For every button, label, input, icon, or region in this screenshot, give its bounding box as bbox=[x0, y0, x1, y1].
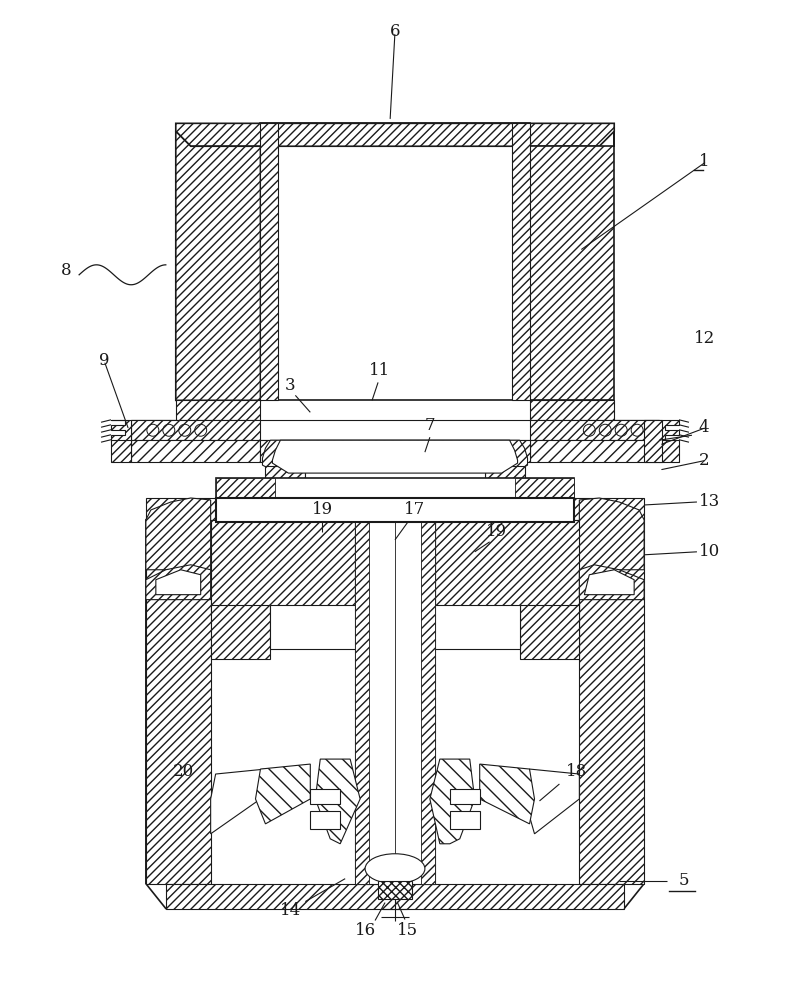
Polygon shape bbox=[131, 420, 659, 440]
Polygon shape bbox=[529, 131, 615, 400]
Polygon shape bbox=[211, 520, 356, 610]
Polygon shape bbox=[450, 811, 480, 829]
Polygon shape bbox=[146, 498, 211, 570]
Polygon shape bbox=[529, 400, 659, 425]
Polygon shape bbox=[111, 420, 131, 442]
Text: 18: 18 bbox=[566, 763, 587, 780]
Polygon shape bbox=[435, 605, 520, 649]
Polygon shape bbox=[310, 811, 340, 829]
Polygon shape bbox=[216, 478, 276, 500]
Polygon shape bbox=[356, 520, 369, 884]
Text: 3: 3 bbox=[285, 377, 295, 394]
Polygon shape bbox=[435, 520, 579, 610]
Text: 7: 7 bbox=[424, 417, 435, 434]
Polygon shape bbox=[146, 505, 644, 909]
Text: 12: 12 bbox=[694, 330, 715, 347]
Text: 9: 9 bbox=[99, 352, 109, 369]
Polygon shape bbox=[146, 520, 211, 884]
Text: 13: 13 bbox=[699, 493, 720, 510]
Polygon shape bbox=[211, 769, 265, 834]
Polygon shape bbox=[211, 605, 270, 659]
Text: 15: 15 bbox=[397, 922, 419, 939]
Polygon shape bbox=[265, 466, 305, 480]
Polygon shape bbox=[529, 420, 659, 440]
Polygon shape bbox=[261, 440, 529, 462]
Polygon shape bbox=[216, 498, 574, 522]
Text: 19: 19 bbox=[312, 501, 333, 518]
Text: 1: 1 bbox=[699, 153, 709, 170]
Text: 2: 2 bbox=[699, 452, 709, 469]
Polygon shape bbox=[378, 881, 412, 899]
Text: 19: 19 bbox=[486, 523, 507, 540]
Polygon shape bbox=[216, 478, 574, 500]
Polygon shape bbox=[261, 123, 278, 400]
Text: 5: 5 bbox=[679, 872, 690, 889]
Polygon shape bbox=[514, 478, 574, 500]
Polygon shape bbox=[579, 520, 644, 884]
Polygon shape bbox=[579, 565, 644, 600]
Text: 16: 16 bbox=[355, 922, 376, 939]
Polygon shape bbox=[460, 498, 644, 520]
Polygon shape bbox=[450, 789, 480, 804]
Text: 6: 6 bbox=[389, 23, 401, 40]
Polygon shape bbox=[421, 520, 435, 884]
Polygon shape bbox=[659, 440, 679, 462]
Polygon shape bbox=[175, 131, 261, 400]
Polygon shape bbox=[270, 605, 356, 649]
Text: 10: 10 bbox=[699, 543, 720, 560]
Polygon shape bbox=[131, 420, 261, 440]
Polygon shape bbox=[255, 764, 310, 824]
Text: 11: 11 bbox=[370, 362, 391, 379]
Polygon shape bbox=[131, 440, 261, 462]
Polygon shape bbox=[512, 123, 529, 400]
Polygon shape bbox=[156, 570, 201, 595]
Polygon shape bbox=[261, 123, 529, 400]
Text: 20: 20 bbox=[173, 763, 194, 780]
Polygon shape bbox=[146, 498, 330, 520]
Text: 17: 17 bbox=[404, 501, 426, 518]
Polygon shape bbox=[310, 789, 340, 804]
Polygon shape bbox=[659, 420, 679, 442]
Polygon shape bbox=[131, 400, 261, 425]
Polygon shape bbox=[529, 440, 659, 462]
Polygon shape bbox=[520, 605, 579, 659]
Polygon shape bbox=[430, 759, 475, 844]
Polygon shape bbox=[579, 498, 644, 570]
Polygon shape bbox=[315, 759, 360, 844]
Polygon shape bbox=[262, 440, 528, 477]
Text: 4: 4 bbox=[699, 419, 709, 436]
Polygon shape bbox=[525, 769, 579, 834]
Polygon shape bbox=[485, 466, 525, 480]
Text: 14: 14 bbox=[280, 902, 301, 919]
Polygon shape bbox=[175, 123, 615, 146]
Polygon shape bbox=[330, 498, 460, 520]
Polygon shape bbox=[480, 764, 535, 824]
Polygon shape bbox=[356, 520, 434, 884]
Polygon shape bbox=[273, 440, 517, 473]
Polygon shape bbox=[305, 466, 485, 480]
Polygon shape bbox=[585, 570, 634, 595]
Polygon shape bbox=[211, 520, 579, 884]
Text: 8: 8 bbox=[61, 262, 71, 279]
Ellipse shape bbox=[365, 854, 425, 884]
Polygon shape bbox=[146, 565, 211, 600]
Polygon shape bbox=[166, 884, 624, 909]
Polygon shape bbox=[111, 440, 131, 462]
Polygon shape bbox=[644, 420, 662, 462]
